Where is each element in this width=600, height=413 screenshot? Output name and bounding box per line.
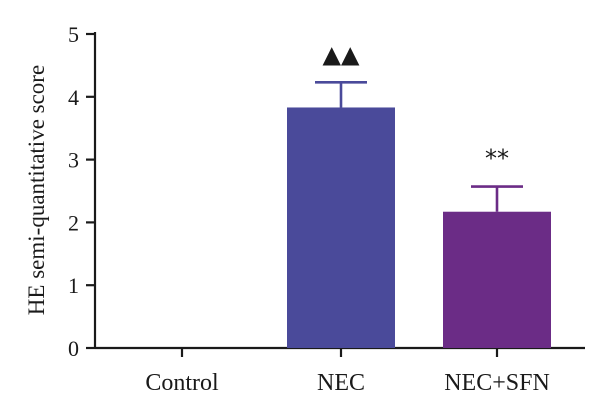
y-tick-label: 5 — [68, 22, 79, 47]
x-tick-label: Control — [145, 370, 219, 396]
bar-nec — [287, 107, 395, 348]
y-tick-label: 3 — [68, 148, 79, 173]
plot-area: 0 1 2 3 4 5 Control NEC ▲▲ NEC+SFN ** — [68, 22, 585, 396]
bar-nec-sfn — [443, 211, 551, 348]
y-tick-label: 2 — [68, 210, 79, 235]
significance-marker: ** — [485, 145, 509, 173]
significance-marker: ▲▲ — [323, 40, 360, 68]
y-tick-label: 1 — [68, 273, 79, 298]
x-tick-label: NEC+SFN — [444, 370, 550, 396]
y-tick-label: 4 — [68, 85, 79, 110]
y-axis-title: HE semi-quantitative score — [24, 65, 49, 315]
x-tick-label: NEC — [317, 370, 365, 396]
y-tick-label: 0 — [68, 336, 79, 361]
